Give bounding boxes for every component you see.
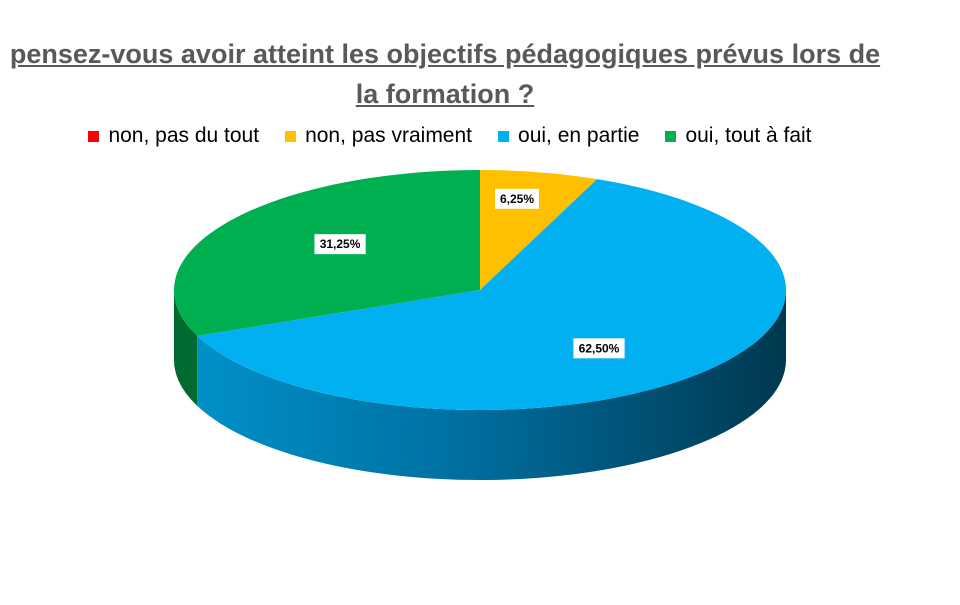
chart-title-wrap: pensez-vous avoir atteint les objectifs … <box>0 34 890 114</box>
data-label-3: 31,25% <box>314 234 366 255</box>
data-label-text-2: 62,50% <box>579 341 620 355</box>
data-label-text-1: 6,25% <box>500 192 534 206</box>
data-label-1: 6,25% <box>495 188 540 209</box>
legend-item-2: oui, en partie <box>498 124 639 148</box>
legend-label-3: oui, tout à fait <box>685 124 812 147</box>
pie-side-3 <box>174 290 198 406</box>
legend-swatch-3 <box>665 130 677 142</box>
legend-label-0: non, pas du tout <box>108 124 260 147</box>
legend: non, pas du tout non, pas vraiment oui, … <box>0 124 900 148</box>
legend-swatch-0 <box>88 130 100 142</box>
chart-title: pensez-vous avoir atteint les objectifs … <box>9 39 881 109</box>
legend-label-1: non, pas vraiment <box>305 124 473 147</box>
pie-slices <box>174 170 787 410</box>
data-label-2: 62,50% <box>573 338 625 359</box>
legend-item-1: non, pas vraiment <box>285 124 472 148</box>
data-label-text-3: 31,25% <box>320 237 361 251</box>
pie-sides <box>174 290 787 481</box>
pie-side-2 <box>197 290 787 481</box>
legend-item-3: oui, tout à fait <box>665 124 812 148</box>
legend-label-2: oui, en partie <box>518 124 640 147</box>
data-label-box-1 <box>495 188 540 209</box>
legend-item-0: non, pas du tout <box>88 124 259 148</box>
legend-swatch-2 <box>498 130 510 142</box>
pie-data-labels: 6,25% 62,50% 31,25% <box>314 188 625 359</box>
data-label-box-3 <box>314 234 366 255</box>
legend-swatch-1 <box>285 130 297 142</box>
data-label-box-2 <box>573 338 625 359</box>
pie-slice-2 <box>197 179 787 410</box>
